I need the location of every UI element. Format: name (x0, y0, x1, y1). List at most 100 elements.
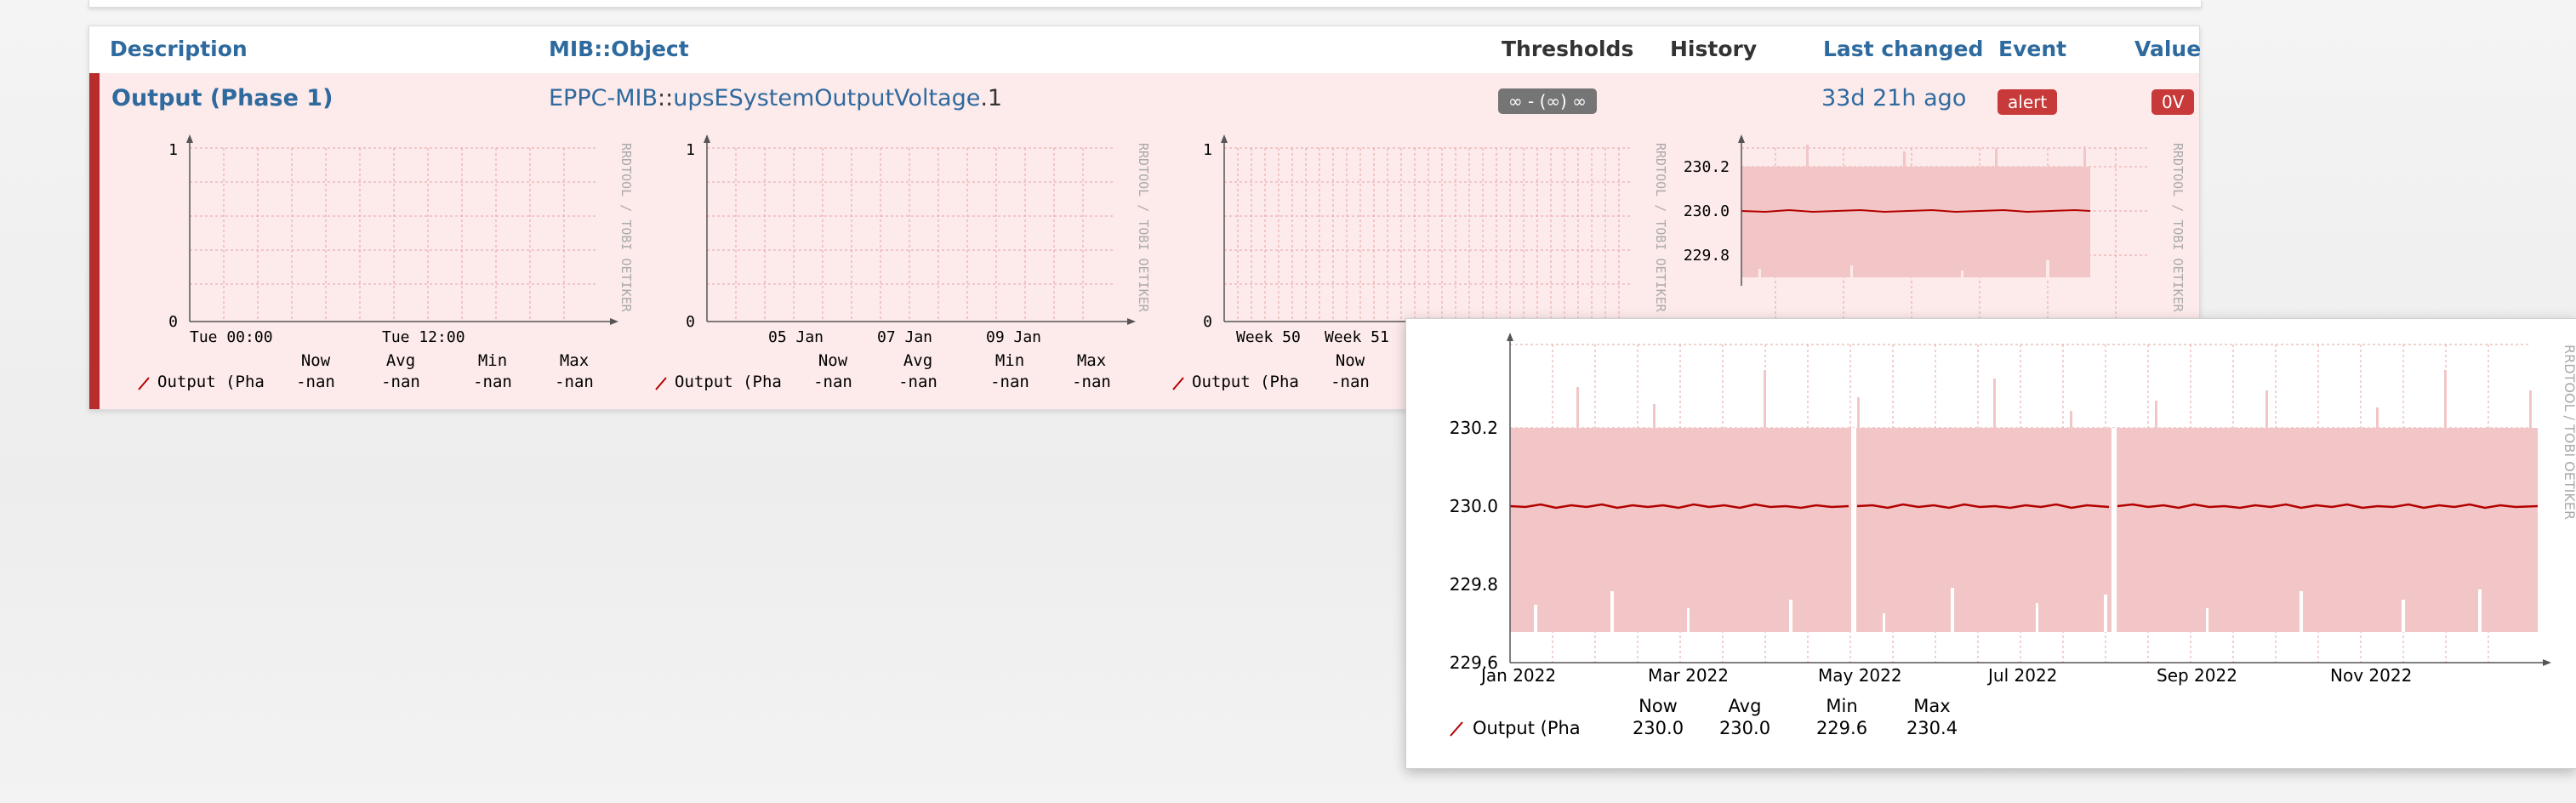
mib-index: .1 (980, 85, 1003, 111)
popup-y-label: 230.2 (1450, 418, 1498, 438)
popup-stats-header-min: Min (1826, 696, 1857, 716)
stat-now: -nan (296, 373, 335, 391)
stats-header-max: Max (1077, 351, 1106, 370)
graph-week-grid (707, 147, 1115, 322)
mib-separator: :: (658, 85, 674, 111)
graph-month-grid (1224, 147, 1633, 322)
header-value[interactable]: Value (2134, 37, 2202, 61)
graph-week-y-label: 1 (686, 141, 695, 159)
mib-object-link[interactable]: EPPC-MIB::upsESystemOutputVoltage.1 (549, 85, 1002, 111)
header-description[interactable]: Description (110, 37, 248, 61)
legend-line-icon (1450, 721, 1463, 737)
alert-status-bar (89, 73, 100, 409)
legend-line-icon (138, 377, 150, 390)
popup-y-label: 230.0 (1450, 496, 1498, 516)
popup-stat-avg: 230.0 (1719, 718, 1770, 738)
popup-y-label: 229.6 (1450, 652, 1498, 673)
event-badge: alert (1998, 89, 2058, 115)
popup-x-label: May 2022 (1818, 665, 1902, 686)
stats-header-now: Now (301, 351, 331, 370)
stat-now: -nan (1331, 373, 1370, 391)
year-series-line (1741, 208, 2091, 214)
stat-max: -nan (1072, 373, 1111, 391)
stat-avg: -nan (898, 373, 938, 391)
stat-max: -nan (555, 373, 594, 391)
mib-object-name: upsESystemOutputVoltage (673, 85, 981, 111)
table-header: Description MIB::Object Thresholds Histo… (89, 26, 2202, 72)
stats-header-min: Min (995, 351, 1024, 370)
graph-month-x-label: Week 51 (1325, 328, 1389, 346)
popup-max-spikes (1576, 370, 2532, 428)
legend-label: Output (Pha (1192, 373, 1299, 391)
stat-min: -nan (990, 373, 1029, 391)
graph-month[interactable]: 1 0 Week 50 Week 51 RRDTOOL / TOBI OETIK… (1163, 133, 1673, 405)
popup-x-label: Jan 2022 (1479, 665, 1556, 686)
legend-label: Output (Pha (157, 373, 265, 391)
popup-stats-header-max: Max (1913, 696, 1950, 716)
stat-avg: -nan (381, 373, 420, 391)
stat-now: -nan (813, 373, 852, 391)
graph-year[interactable]: 230.2 230.0 229.8 RRDTOOL / TOBI OETIKER (1680, 133, 2191, 405)
stats-header-now: Now (818, 351, 848, 370)
popup-stats-header-now: Now (1638, 696, 1678, 716)
legend-line-icon (655, 377, 667, 390)
header-mib-object[interactable]: MIB::Object (549, 37, 689, 61)
popup-x-label: Mar 2022 (1648, 665, 1729, 686)
value-badge: 0V (2151, 89, 2195, 115)
stat-min: -nan (473, 373, 512, 391)
popup-x-label: Nov 2022 (2330, 665, 2412, 686)
header-thresholds: Thresholds (1502, 37, 1634, 61)
popup-min-dips (1534, 428, 2482, 632)
graph-year-y-label: 230.0 (1684, 202, 1730, 220)
thresholds-badge: ∞ - (∞) ∞ (1498, 88, 1597, 114)
popup-stats-header-avg: Avg (1729, 696, 1762, 716)
graph-week-x-label: 05 Jan (768, 328, 824, 346)
sensor-table-panel: Description MIB::Object Thresholds Histo… (88, 26, 2202, 410)
graph-week-x-label: 09 Jan (986, 328, 1041, 346)
stats-header-avg: Avg (903, 351, 932, 370)
graph-day-x-label: Tue 12:00 (382, 328, 465, 346)
popup-y-label: 229.8 (1450, 574, 1498, 595)
graph-day-y-label: 1 (168, 141, 178, 159)
popup-year-graph: 230.2 230.0 229.8 229.6 Jan 2022 Mar 202… (1450, 333, 2576, 738)
rrdtool-watermark: RRDTOOL / TOBI OETIKER (2170, 143, 2186, 313)
graph-day-x-label: Tue 00:00 (190, 328, 273, 346)
popup-stat-min: 229.6 (1816, 718, 1867, 738)
header-event[interactable]: Event (1998, 37, 2067, 61)
legend-line-icon (1172, 377, 1184, 390)
mib-prefix: EPPC-MIB (549, 85, 658, 111)
graph-popup-overlay[interactable]: 230.2 230.0 229.8 229.6 Jan 2022 Mar 202… (1405, 318, 2576, 769)
graph-week[interactable]: 1 0 05 Jan 07 Jan 09 Jan RRDTOOL / TOBI … (646, 133, 1156, 405)
graph-week-y-label: 0 (686, 313, 695, 331)
legend-label: Output (Pha (675, 373, 782, 391)
graph-day[interactable]: 1 0 Tue 00:00 Tue 12:00 RRDTOOL / TOBI O… (128, 133, 639, 405)
popup-stat-now: 230.0 (1633, 718, 1684, 738)
graph-week-x-label: 07 Jan (877, 328, 932, 346)
header-history: History (1670, 37, 1758, 61)
rrdtool-watermark: RRDTOOL / TOBI OETIKER (1136, 143, 1151, 313)
popup-series-line (1509, 503, 2539, 510)
graph-day-y-label: 0 (168, 313, 178, 331)
previous-panel-edge (88, 0, 2202, 8)
header-last-changed[interactable]: Last changed (1823, 37, 1984, 61)
rrdtool-watermark: RRDTOOL / TOBI OETIKER (1653, 143, 1668, 313)
graph-month-x-label: Week 50 (1236, 328, 1301, 346)
rrdtool-watermark: RRDTOOL / TOBI OETIKER (2562, 345, 2576, 520)
stats-header-max: Max (560, 351, 589, 370)
graph-month-y-label: 1 (1203, 141, 1212, 159)
stats-header-avg: Avg (386, 351, 415, 370)
popup-x-label: Sep 2022 (2157, 665, 2237, 686)
stats-header-min: Min (478, 351, 507, 370)
popup-area-band (1510, 428, 2538, 632)
popup-legend-label: Output (Pha (1473, 718, 1581, 738)
sensor-description-link[interactable]: Output (Phase 1) (111, 85, 333, 111)
graph-day-grid (190, 147, 598, 322)
rrdtool-watermark: RRDTOOL / TOBI OETIKER (618, 143, 634, 313)
stats-header-now: Now (1336, 351, 1365, 370)
popup-stat-max: 230.4 (1906, 718, 1958, 738)
last-changed-value: 33d 21h ago (1821, 85, 1967, 111)
graph-year-y-label: 230.2 (1684, 158, 1730, 176)
year-area (1741, 167, 2090, 277)
graph-year-y-label: 229.8 (1684, 247, 1730, 265)
popup-x-label: Jul 2022 (1986, 665, 2057, 686)
